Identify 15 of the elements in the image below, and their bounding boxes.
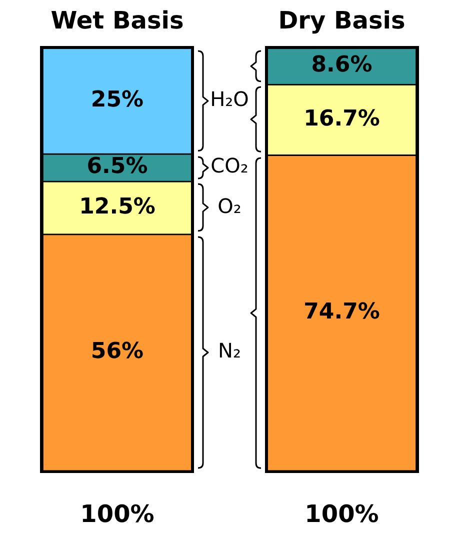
total-label: 100% [304,500,379,528]
total-label: 100% [80,500,154,528]
data-label: 8.6% [311,52,372,78]
data-label: 25% [90,87,144,112]
series-label: H₂O [210,86,249,111]
x-tick-label: Dry Basis [278,6,406,35]
x-tick-label: Wet Basis [50,6,184,35]
series-label: O₂ [218,194,242,218]
series-label: N₂ [218,338,241,363]
data-label: 74.7% [304,300,380,325]
data-label: 56% [90,339,144,364]
data-label: 12.5% [79,194,156,220]
series-label: CO₂ [210,154,248,178]
data-label: 16.7% [304,106,380,132]
data-label: 6.5% [86,154,148,180]
